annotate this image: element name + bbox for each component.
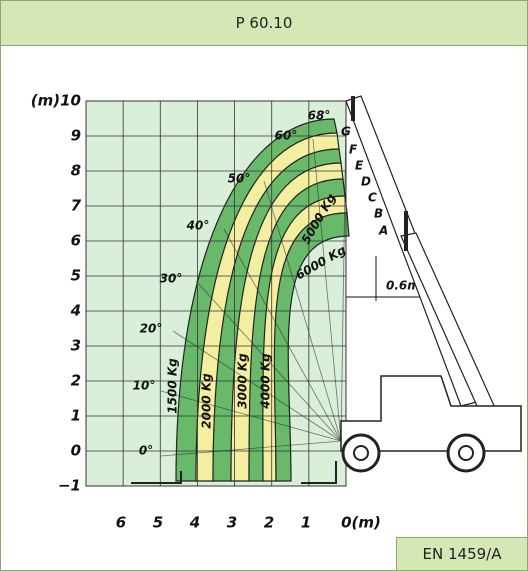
x-axis-label: 0(m): [341, 514, 381, 532]
x-axis-label: 5: [153, 514, 163, 532]
y-axis-label: 5: [71, 267, 81, 285]
diagram: (m)10 9 8 7 6 5 4 3 2 1 0 −1 6 5 4 3 2 1 0(m) 0° 10° 20° 30° 40…: [1, 1, 527, 570]
angle-label: 20°: [140, 322, 163, 336]
load-label: 2000 Kg: [200, 373, 214, 429]
load-chart-panel: P 60.10 (m)109876543210−16543210(m)0°10°…: [0, 0, 528, 571]
y-axis-label: 3: [71, 337, 81, 355]
angle-label: 10°: [133, 379, 156, 393]
x-axis-label: 2: [264, 514, 274, 532]
x-axis-label: 4: [189, 514, 200, 532]
boom-letter: E: [355, 159, 364, 173]
x-axis-label: 6: [116, 514, 126, 532]
y-axis-label: 6: [71, 232, 81, 250]
y-axis-label: −1: [58, 477, 81, 495]
boom-letter: C: [368, 191, 377, 205]
angle-label: 68°: [308, 109, 331, 123]
boom-letter: B: [374, 207, 383, 221]
boom-letter: D: [361, 175, 371, 189]
y-axis-label: 9: [71, 127, 81, 145]
y-axis-label: 8: [71, 162, 81, 180]
load-label: 4000 Kg: [259, 353, 273, 410]
load-label: 1500 Kg: [166, 358, 180, 414]
footer-label: EN 1459/A: [396, 537, 527, 570]
boom-letter: A: [378, 224, 388, 238]
y-axis-label: 2: [71, 372, 81, 390]
angle-label: 30°: [160, 272, 183, 286]
angle-label: 0°: [139, 444, 153, 458]
y-axis-label: (m)10: [31, 92, 81, 110]
x-axis-label: 3: [227, 514, 237, 532]
boom-letter: G: [341, 125, 351, 139]
wheel-hub: [459, 446, 473, 460]
angle-label: 50°: [228, 172, 251, 186]
y-axis-label: 0: [71, 442, 81, 460]
x-axis-label: 1: [301, 514, 311, 532]
angle-label: 60°: [275, 129, 298, 143]
y-axis-label: 4: [70, 302, 81, 320]
boom-letter: F: [349, 143, 358, 157]
angle-label: 40°: [186, 219, 210, 233]
y-axis-label: 1: [71, 407, 81, 425]
wheel-hub: [354, 446, 368, 460]
y-axis-label: 7: [71, 197, 82, 215]
load-label: 3000 Kg: [236, 353, 250, 409]
